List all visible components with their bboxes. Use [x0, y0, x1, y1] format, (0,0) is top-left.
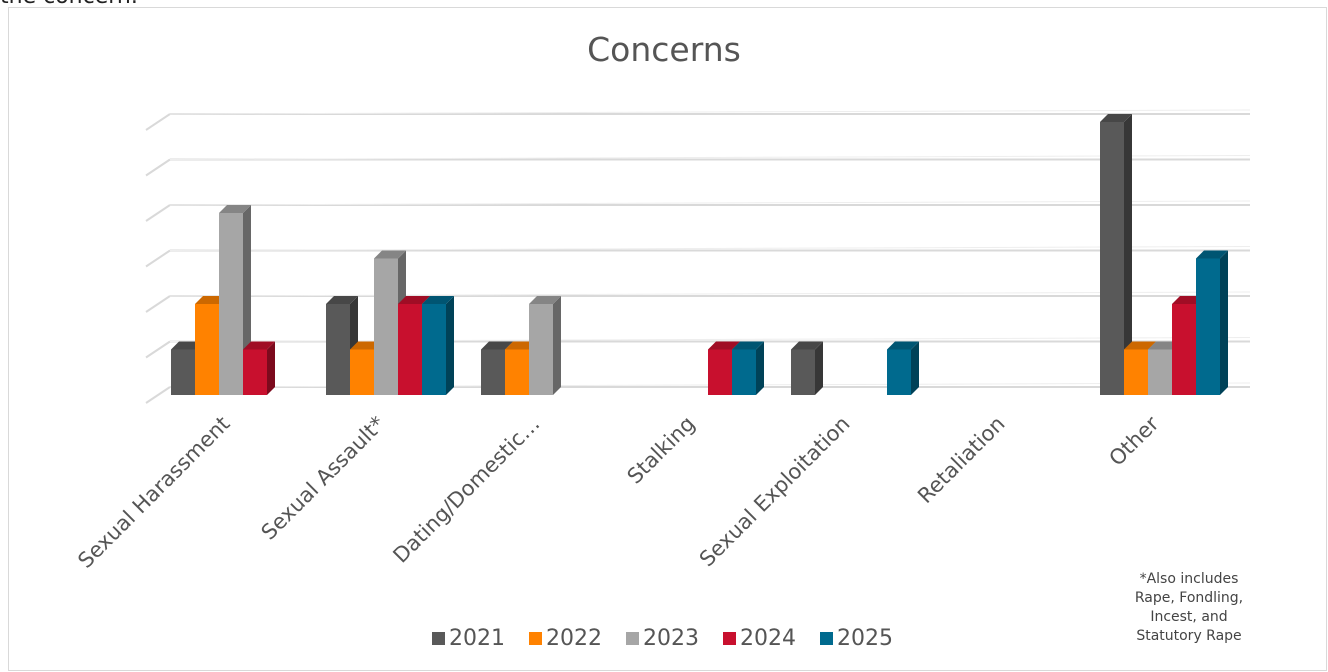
footnote-line: Statutory Rape [1136, 628, 1242, 644]
bar-front [732, 349, 756, 395]
gridline-edge [145, 295, 171, 313]
category-labels: Sexual Harassment Sexual Assault*Dating/D… [73, 411, 1163, 572]
bar [243, 341, 275, 395]
footnote-line: Rape, Fondling, [1134, 590, 1244, 606]
bar-front [422, 304, 446, 395]
bar-front [505, 349, 529, 395]
category-label: Sexual Harassment [73, 412, 234, 573]
gridline-edge [145, 340, 171, 359]
gridline-shadow [169, 200, 1251, 206]
bar-front [243, 349, 267, 395]
bar-front [791, 349, 815, 395]
bar-side [267, 341, 275, 395]
bar-side [756, 341, 764, 395]
bar-side [553, 296, 561, 395]
bar-top [243, 341, 275, 350]
bar-side [1124, 114, 1132, 395]
bar-top [326, 296, 358, 304]
gridline-edge [145, 386, 171, 404]
legend-label-2022: 2022 [546, 626, 602, 651]
bar [887, 341, 919, 395]
bar-top [374, 250, 406, 259]
gridline-edge [145, 249, 171, 268]
bar-side [446, 296, 454, 395]
category-label: Other [1104, 411, 1163, 470]
gridline-edge [145, 158, 171, 177]
footnote-line: Incest, and [1150, 609, 1228, 625]
bar [732, 341, 764, 395]
legend-swatch-2024 [723, 632, 736, 645]
legend-swatch-2021 [432, 632, 445, 645]
bar-front [219, 213, 243, 395]
legend-swatch-2022 [529, 632, 542, 645]
category-label: Dating/Domestic… [388, 412, 544, 568]
bar-front [350, 349, 374, 395]
bar-top [708, 341, 740, 350]
legend-item-2023: 2023 [626, 626, 699, 651]
bar-front [1124, 349, 1148, 395]
gridlines [145, 109, 1251, 404]
bar [1100, 114, 1132, 395]
bar [1196, 250, 1228, 395]
bar-side [911, 341, 919, 395]
legend-label-2025: 2025 [837, 626, 893, 651]
bar-front [1148, 349, 1172, 395]
top-partial-text: the concern. [0, 0, 138, 9]
bar-front [195, 304, 219, 395]
bar-top [887, 341, 919, 350]
bar-front [374, 258, 398, 395]
bar-top [481, 341, 513, 350]
footnote-line: *Also includes [1139, 571, 1239, 587]
gridline-edge [145, 204, 171, 222]
footnote: *Also includes Rape, Fondling, Incest, a… [1105, 570, 1273, 646]
category-label: Sexual Exploitation [695, 412, 855, 572]
category-label: Stalking [623, 412, 700, 489]
chart-title: Concerns [587, 30, 741, 69]
bar-front [171, 349, 195, 395]
legend-swatch-2023 [626, 632, 639, 645]
gridline-shadow [169, 246, 1251, 251]
bar-front [326, 304, 350, 395]
bar-top [1196, 250, 1228, 259]
bar-front [1172, 304, 1196, 395]
bar-front [1196, 258, 1220, 395]
bar-top [732, 341, 764, 350]
bar-top [398, 296, 430, 304]
bar-top [529, 296, 561, 304]
bar-front [398, 304, 422, 395]
bar-side [1220, 250, 1228, 395]
category-label: Sexual Assault* [257, 412, 390, 545]
gridline-shadow [169, 291, 1251, 297]
gridline-edge [145, 113, 171, 131]
bar-top [1124, 341, 1156, 350]
legend-label-2024: 2024 [740, 626, 796, 651]
legend-label-2023: 2023 [643, 626, 699, 651]
bar [791, 341, 823, 395]
gridline-shadow [169, 155, 1251, 160]
legend-label-2021: 2021 [449, 626, 505, 651]
legend-swatch-2025 [820, 632, 833, 645]
bars [171, 114, 1228, 395]
legend: 2021 2022 2023 2024 2025 [432, 626, 893, 651]
gridline-shadow [169, 109, 1251, 115]
bar-front [481, 349, 505, 395]
legend-item-2021: 2021 [432, 626, 505, 651]
bar-top [422, 296, 454, 304]
bar-side [815, 341, 823, 395]
category-label: Retaliation [913, 412, 1009, 508]
bar [422, 296, 454, 395]
legend-item-2025: 2025 [820, 626, 893, 651]
bar-front [1100, 122, 1124, 395]
legend-item-2024: 2024 [723, 626, 796, 651]
bar-top [791, 341, 823, 350]
legend-item-2022: 2022 [529, 626, 602, 651]
bar-front [529, 304, 553, 395]
bar-top [1100, 114, 1132, 122]
bar-front [708, 349, 732, 395]
bar [529, 296, 561, 395]
bar-top [219, 205, 251, 213]
bar-front [887, 349, 911, 395]
